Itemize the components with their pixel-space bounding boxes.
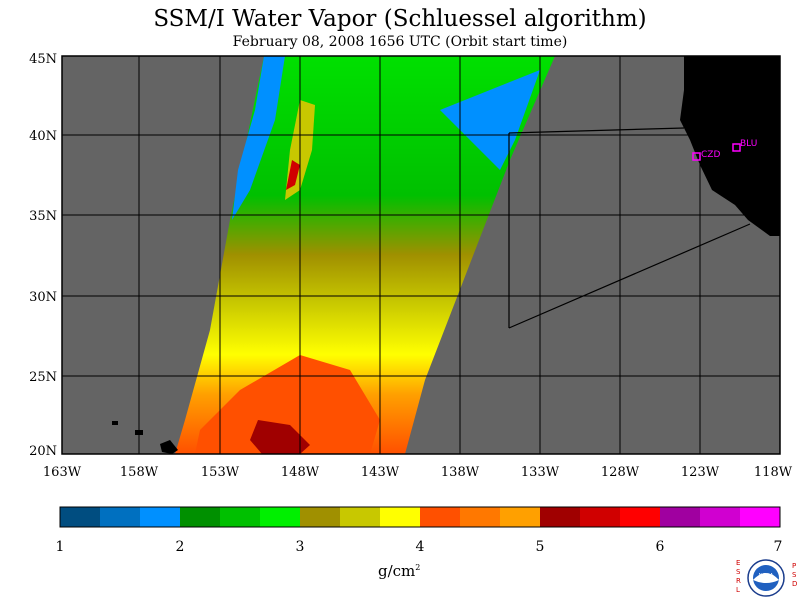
lat-label: 45N [29, 52, 57, 67]
colorbar-swatch [340, 507, 381, 527]
station-czd-label: CZD [701, 150, 720, 160]
noaa-badge-text: NOAA [759, 573, 774, 579]
moist-region-south [195, 355, 380, 454]
colorbar-swatch [380, 507, 421, 527]
moist-plume-core [286, 160, 300, 190]
colorbar-tick-label: 2 [176, 539, 185, 555]
logo-letter: P [792, 562, 796, 570]
hawaii-island [160, 440, 178, 454]
lat-label: 30N [29, 290, 57, 305]
lat-label: 40N [29, 129, 57, 144]
colorbar-tick-label: 4 [416, 539, 425, 555]
lon-label: 153W [201, 465, 240, 480]
esrl-psd-noaa-logo: E S R L P S D NOAA [736, 559, 797, 597]
logo-letter: R [736, 577, 741, 585]
north-america-land [680, 56, 780, 236]
lat-label: 20N [29, 444, 57, 459]
colorbar-swatch [700, 507, 741, 527]
colorbar-swatch [260, 507, 301, 527]
colorbar-tick-label: 5 [536, 539, 545, 555]
lon-label: 123W [681, 465, 720, 480]
lon-label: 118W [754, 465, 793, 480]
logo-letter: D [792, 580, 797, 588]
colorbar-tick-label: 3 [296, 539, 305, 555]
lon-label: 133W [521, 465, 560, 480]
colorbar-swatch [300, 507, 341, 527]
hawaii-island [112, 421, 118, 425]
station-czd-marker [692, 152, 701, 161]
lon-label: 128W [601, 465, 640, 480]
lon-label: 163W [43, 465, 82, 480]
colorbar-tick-label: 6 [656, 539, 665, 555]
lon-label: 148W [281, 465, 320, 480]
map-panel: CZD BLU 45N 40N 35N 30N 25N 20N 163W 158… [29, 52, 793, 480]
lon-label: 143W [361, 465, 400, 480]
colorbar-swatch [540, 507, 581, 527]
logo-letter: S [736, 568, 741, 576]
colorbar-swatch [140, 507, 181, 527]
colorbar-swatch [660, 507, 701, 527]
lat-label: 35N [29, 209, 57, 224]
colorbar-frame [59, 506, 781, 528]
chart-subtitle: February 08, 2008 1656 UTC (Orbit start … [232, 34, 568, 50]
lat-label: 25N [29, 370, 57, 385]
logo-letter: L [736, 586, 740, 594]
chart-title: SSM/I Water Vapor (Schluessel algorithm) [153, 6, 647, 32]
colorbar-swatch [220, 507, 261, 527]
colorbar-tick-label: 1 [56, 539, 65, 555]
colorbar-swatch [460, 507, 501, 527]
colorbar-swatch [500, 507, 541, 527]
region-outline [508, 127, 751, 329]
colorbar-swatch [580, 507, 621, 527]
colorbar-swatch [180, 507, 221, 527]
colorbar-swatch [100, 507, 141, 527]
map-frame [61, 55, 781, 455]
colorbar-swatch [60, 507, 101, 527]
lon-label: 138W [441, 465, 480, 480]
logo-letter: E [736, 559, 740, 567]
colorbar-units: g/cm2 [378, 562, 421, 580]
dry-region-west [232, 56, 285, 220]
station-blu-marker [732, 143, 741, 152]
colorbar-swatch [620, 507, 661, 527]
lon-label: 158W [120, 465, 159, 480]
colorbar-tick-label: 7 [774, 539, 783, 555]
colorbar-swatch [420, 507, 461, 527]
logo-letter: S [792, 571, 797, 579]
dry-region-east [440, 70, 540, 170]
colorbar-swatch [740, 507, 781, 527]
station-blu-label: BLU [740, 139, 757, 149]
graticule [62, 56, 780, 454]
moist-region-core [250, 420, 310, 454]
